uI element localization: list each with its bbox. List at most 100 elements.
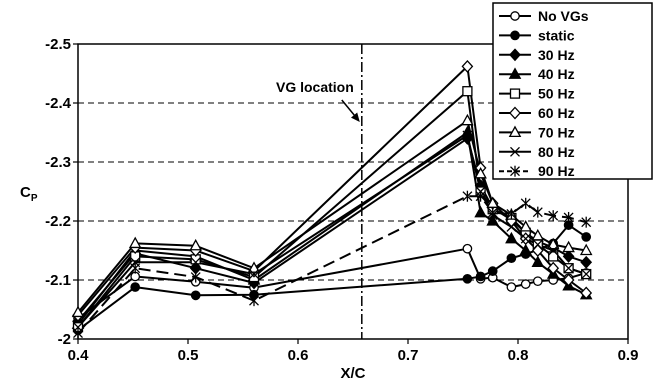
legend-label: No VGs	[538, 8, 589, 24]
data-point-70-hz	[579, 243, 593, 256]
data-point-80-hz	[520, 233, 531, 244]
legend-item-50-hz: 50 Hz	[499, 86, 575, 102]
data-point-static	[130, 282, 141, 292]
y-tick-label: -2.3	[45, 154, 71, 171]
vg-location-label: VG location	[276, 79, 354, 95]
data-point-80-hz	[548, 245, 559, 256]
data-point-70-hz	[562, 240, 575, 253]
legend-swatch-marker	[510, 11, 520, 21]
data-point-90-hz	[190, 271, 201, 283]
data-point-70-hz	[461, 113, 474, 126]
legend-item-40-hz: 40 Hz	[499, 66, 575, 82]
y-tick-label: -2.2	[45, 213, 71, 230]
data-point-no-vgs	[520, 279, 531, 289]
x-tick-label: 0.7	[398, 347, 419, 364]
vg-location-annotation: VG location	[276, 44, 363, 339]
data-point-40-hz	[474, 205, 487, 218]
data-point-90-hz	[581, 216, 592, 228]
data-point-static	[487, 266, 498, 276]
data-point-70-hz	[474, 166, 487, 179]
data-point-90-hz	[475, 190, 486, 202]
data-point-70-hz	[546, 237, 560, 250]
legend-label: 30 Hz	[538, 47, 575, 63]
y-tick-labels: -2 -2.1 -2.2 -2.3 -2.4 -2.5	[45, 36, 78, 348]
data-point-80-hz	[249, 269, 259, 280]
data-point-30-hz	[562, 249, 575, 263]
legend-label: 90 Hz	[538, 163, 575, 179]
legend-item-70-hz: 70 Hz	[499, 124, 575, 140]
data-point-40-hz	[531, 255, 545, 267]
data-point-static	[506, 253, 517, 264]
legend-label: 50 Hz	[538, 86, 575, 102]
data-point-70-hz	[247, 261, 261, 273]
data-point-30-hz	[580, 255, 593, 269]
legend-label: static	[538, 27, 575, 43]
legend-label: 40 Hz	[538, 66, 575, 82]
legend-swatch-marker	[510, 146, 520, 157]
data-point-40-hz	[486, 214, 499, 226]
data-point-static	[581, 232, 592, 242]
legend-item-no-vgs: No VGs	[499, 8, 589, 24]
legend-item-30-hz: 30 Hz	[499, 47, 575, 63]
legend-swatch-marker	[508, 67, 522, 79]
y-tick-label: -2.4	[45, 95, 72, 112]
data-point-70-hz	[189, 238, 202, 251]
series-markers	[71, 59, 593, 339]
x-tick-label: 0.9	[618, 347, 639, 364]
data-point-60-hz	[580, 286, 593, 300]
legend-item-80-hz: 80 Hz	[499, 144, 575, 160]
data-point-90-hz	[520, 197, 531, 209]
data-point-80-hz	[462, 130, 473, 141]
data-point-90-hz	[462, 190, 473, 202]
data-point-70-hz	[531, 228, 545, 241]
legend-item-90-hz: 90 Hz	[499, 163, 575, 179]
data-point-40-hz	[519, 243, 532, 256]
data-point-80-hz	[506, 221, 517, 232]
legend-swatch-marker	[510, 30, 520, 41]
data-point-90-hz	[548, 210, 559, 222]
data-point-70-hz	[128, 236, 142, 249]
y-tick-label: -2.1	[45, 272, 71, 289]
data-point-80-hz	[581, 269, 592, 280]
data-point-90-hz	[487, 207, 498, 219]
data-point-50-hz	[462, 86, 473, 97]
data-point-90-hz	[130, 262, 141, 274]
data-point-80-hz	[532, 239, 543, 250]
data-point-static	[462, 273, 473, 284]
data-point-60-hz	[461, 59, 474, 73]
data-point-50-hz	[548, 251, 559, 262]
data-point-90-hz	[532, 206, 543, 218]
data-point-90-hz	[249, 295, 259, 307]
legend-swatch-marker	[510, 165, 520, 177]
legend-item-static: static	[499, 27, 575, 43]
legend-items: No VGs static 30 Hz 40 Hz 50 Hz 60 Hz 70 Hz 80 …	[499, 8, 589, 179]
data-point-no-vgs	[506, 282, 517, 292]
data-point-80-hz	[563, 263, 574, 274]
legend: No VGs static 30 Hz 40 Hz 50 Hz 60 Hz 70 Hz 80 …	[492, 2, 653, 180]
y-tick-label: -2	[58, 331, 71, 348]
data-point-no-vgs	[462, 243, 473, 254]
legend-label: 80 Hz	[538, 144, 575, 160]
x-tick-label: 0.5	[178, 347, 199, 364]
data-point-70-hz	[519, 220, 532, 232]
x-tick-label: 0.8	[508, 347, 529, 364]
y-axis-label-main: C	[20, 184, 31, 201]
data-point-60-hz	[547, 261, 560, 275]
legend-swatch-marker	[509, 88, 521, 99]
legend-swatch-marker	[508, 125, 522, 138]
data-point-60-hz	[562, 273, 575, 287]
x-tick-label: 0.4	[68, 347, 90, 364]
data-point-90-hz	[73, 327, 83, 339]
legend-label: 70 Hz	[538, 124, 575, 140]
legend-swatch-marker	[509, 48, 521, 62]
x-axis-label: X/C	[340, 365, 365, 381]
legend-label: 60 Hz	[538, 105, 575, 121]
data-point-90-hz	[506, 208, 517, 220]
y-axis-label-subscript: P	[31, 193, 38, 204]
legend-swatch-marker	[509, 106, 521, 120]
x-tick-labels: 0.4 0.5 0.6 0.7 0.8 0.9	[68, 339, 639, 364]
data-point-90-hz	[563, 211, 574, 223]
data-point-no-vgs	[532, 276, 543, 287]
data-point-static	[190, 290, 201, 301]
